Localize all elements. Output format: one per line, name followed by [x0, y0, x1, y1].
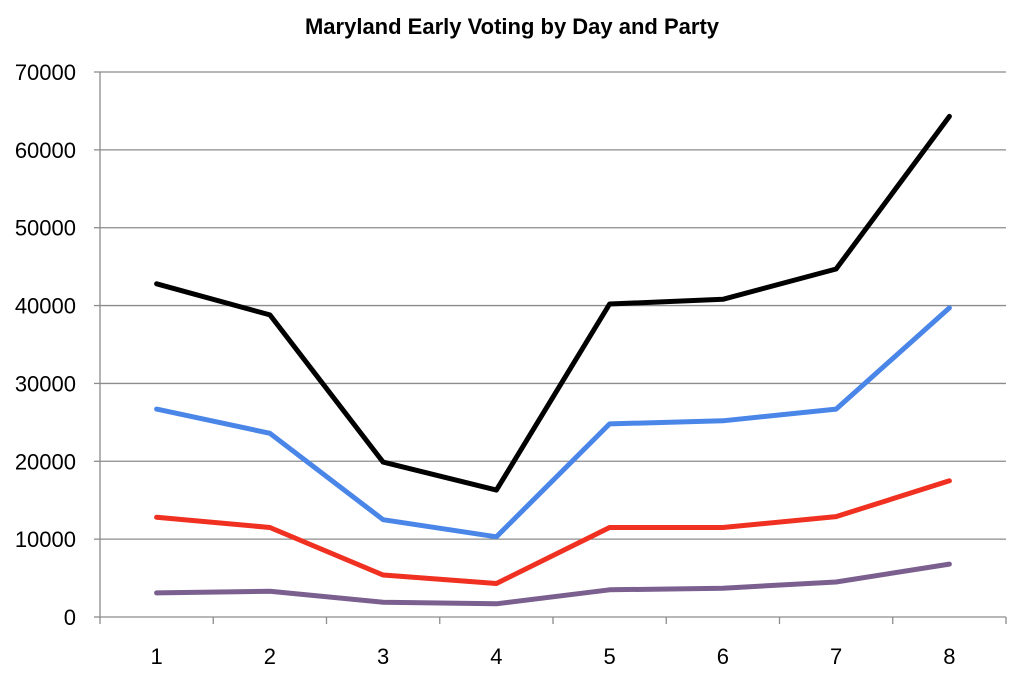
x-tick-label: 3 [377, 644, 389, 669]
y-tick-label: 50000 [15, 216, 76, 241]
x-tick-label: 7 [830, 644, 842, 669]
y-tick-label: 10000 [15, 527, 76, 552]
x-tick-label: 5 [604, 644, 616, 669]
y-tick-label: 20000 [15, 449, 76, 474]
x-tick-label: 4 [490, 644, 502, 669]
chart-title: Maryland Early Voting by Day and Party [304, 14, 720, 39]
series-line-1 [154, 113, 952, 493]
series-line-3 [154, 478, 952, 586]
y-tick-label: 30000 [15, 371, 76, 396]
x-tick-label: 8 [943, 644, 955, 669]
y-tick-label: 0 [64, 605, 76, 630]
x-tick-label: 6 [717, 644, 729, 669]
y-tick-label: 60000 [15, 138, 76, 163]
series-line-2 [154, 305, 952, 540]
y-tick-label: 40000 [15, 294, 76, 319]
series-line-4 [154, 561, 952, 607]
x-tick-label: 1 [151, 644, 163, 669]
y-tick-label: 70000 [15, 60, 76, 85]
x-tick-label: 2 [264, 644, 276, 669]
